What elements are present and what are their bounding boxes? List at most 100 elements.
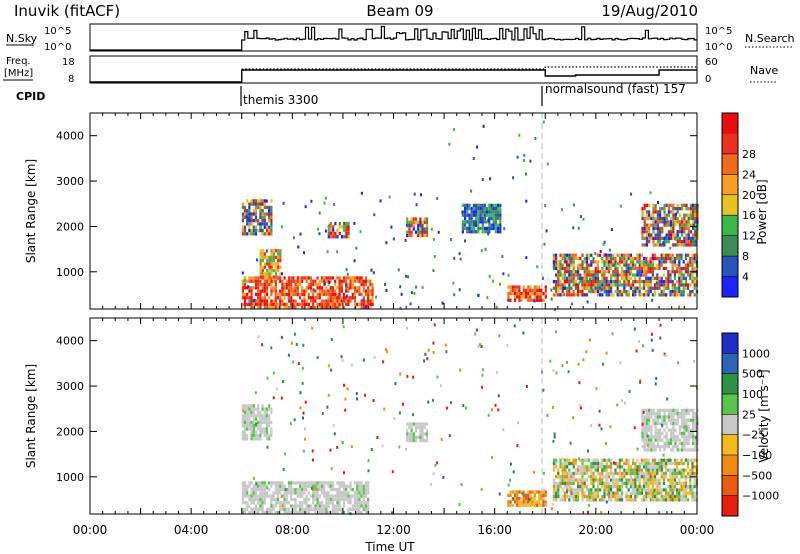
velocity-cell [350,363,353,367]
power-cell [345,268,348,272]
velocity-cell [641,422,644,426]
velocity-cell [358,504,361,508]
power-cell [329,231,333,236]
velocity-cell [618,485,621,489]
velocity-cell [276,501,280,505]
velocity-cell [645,408,648,412]
power-cell [483,207,486,211]
velocity-cell [638,478,641,482]
velocity-cell [250,481,253,485]
power-cell [692,203,695,207]
velocity-cell [243,491,247,495]
velocity-cell [658,485,661,489]
power-cell [658,283,661,287]
velocity-cell [649,471,652,476]
velocity-cell [265,427,269,431]
power-cell [274,302,277,306]
power-cell [268,255,271,259]
power-cell [689,240,692,244]
power-cell [254,209,258,213]
power-cell [527,292,530,296]
power-cell [680,273,683,277]
velocity-cell [490,408,493,412]
velocity-cell [684,468,687,472]
velocity-cell [594,475,597,479]
velocity-cell [241,433,244,438]
power-cell [356,302,359,306]
velocity-cell [652,418,655,422]
power-cell [678,213,681,217]
power-cell [572,266,575,271]
power-cell [492,213,495,217]
power-cell [479,210,482,214]
power-cell [367,286,370,290]
velocity-cell [683,428,686,432]
power-cell [662,273,665,277]
velocity-cell [522,497,525,501]
power-cell [669,280,672,284]
power-cell [552,293,555,297]
velocity-cell [529,493,532,497]
power-cell [343,235,346,239]
velocity-cell [634,491,637,495]
velocity-cell [254,430,258,434]
velocity-cell [588,475,591,479]
velocity-cell [406,432,409,436]
velocity-cell [645,448,648,452]
velocity-cell [585,465,588,469]
power-cell [327,225,330,229]
velocity-cell [627,478,630,482]
velocity-cell [599,481,602,485]
power-cell [466,230,469,234]
power-cell [347,225,350,229]
velocity-cell [683,438,686,442]
velocity-cell [289,489,292,493]
velocity-cell [362,491,365,495]
power-cell [520,295,523,299]
power-cell [329,289,332,293]
power-cell [610,266,613,271]
power-cell [412,227,415,231]
power-cell [599,283,602,287]
velocity-cell [353,491,357,495]
power-cell [638,286,641,290]
power-cell [492,226,495,231]
velocity-cell [561,494,564,499]
power-cell [345,221,348,226]
velocity-cell [318,484,321,488]
power-cell [259,202,262,206]
velocity-cell [610,458,613,462]
velocity-cell [603,475,606,479]
velocity-cell [625,468,628,472]
power-cell [663,240,666,244]
power-cell [272,262,275,266]
velocity-cell [522,500,525,504]
velocity-cell [268,404,271,408]
velocity-cell [294,507,297,511]
velocity-cell [583,485,586,489]
power-cell [588,253,591,257]
power-cell [694,226,697,231]
power-cell [360,299,363,303]
velocity-cell [599,478,602,482]
power-cell [320,279,324,283]
velocity-cell [248,494,251,498]
velocity-cell [347,491,350,495]
velocity-cell [581,471,584,476]
velocity-cell [607,485,610,489]
velocity-cell [572,461,575,466]
power-cell [468,223,471,227]
velocity-cell [330,338,333,341]
power-cell [685,207,688,211]
velocity-cell [329,448,332,452]
velocity-cell [623,471,626,476]
velocity-cell [674,428,677,432]
velocity-cell [625,478,628,482]
velocity-cell [656,488,659,492]
power-cell [582,217,585,221]
velocity-cell [671,481,674,485]
velocity-cell [522,493,525,497]
velocity-cell [246,433,249,438]
power-cell [338,292,341,297]
velocity-cell [692,408,695,412]
